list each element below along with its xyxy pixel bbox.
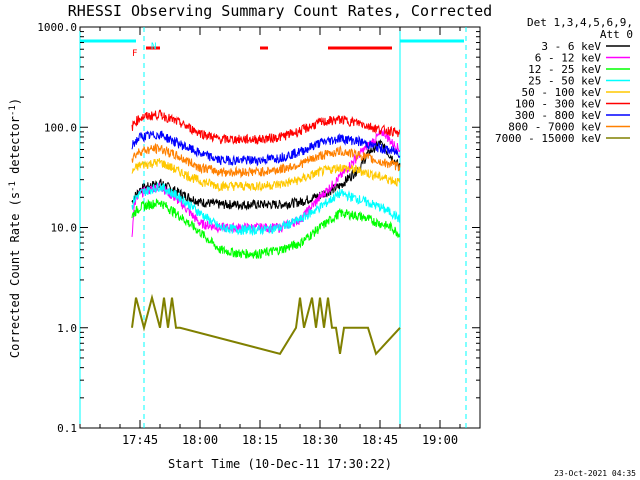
x-tick-label-2: 18:15: [242, 433, 278, 447]
legend-label-3: 25 - 50 keV: [528, 75, 601, 88]
y-axis-label-sup-2: -1: [8, 105, 18, 116]
series-line-4: [131, 158, 401, 193]
y-axis: 1000.0 100.0 10.0 1.0 0.1: [37, 21, 480, 435]
legend-header-line-1: Det 1,3,4,5,6,9,: [527, 16, 633, 29]
y-axis-label-mid: detector: [8, 116, 22, 181]
y-axis-label-suffix: ): [8, 98, 22, 105]
y-tick-label-3: 1.0: [57, 322, 77, 335]
series-7: [131, 142, 401, 179]
y-tick-label-4: 0.1: [57, 422, 77, 435]
chart-title: RHESSI Observing Summary Count Rates, Co…: [68, 2, 492, 20]
series-4: [131, 158, 401, 193]
series-2: [131, 198, 400, 260]
x-axis: 17:45 18:00 18:15 18:30 18:45 19:00: [79, 27, 481, 447]
y-axis-label-sup-1: -1: [8, 181, 18, 192]
y-axis-label-prefix: Corrected Count Rate (s: [8, 192, 22, 358]
x-tick-label-0: 17:45: [122, 433, 158, 447]
series-line-5: [131, 109, 400, 145]
flag-label-3: N: [151, 42, 156, 52]
legend-label-2: 12 - 25 keV: [528, 63, 601, 76]
x-tick-label-3: 18:30: [302, 433, 338, 447]
legend-label-0: 3 - 6 keV: [541, 40, 601, 53]
series-line-2: [131, 198, 400, 260]
legend-label-5: 100 - 300 keV: [515, 98, 601, 111]
legend-label-6: 300 - 800 keV: [515, 109, 601, 122]
legend-header-line-2: Att 0: [600, 28, 633, 41]
x-tick-label-4: 18:45: [362, 433, 398, 447]
y-tick-label-0: 1000.0: [37, 21, 77, 34]
series-8: [131, 293, 401, 356]
legend-label-8: 7000 - 15000 keV: [495, 132, 601, 145]
series-line-6: [131, 130, 401, 167]
legend-label-4: 50 - 100 keV: [522, 86, 602, 99]
series-lines: [131, 109, 401, 356]
series-line-3: [131, 182, 401, 237]
series-3: [131, 182, 401, 237]
y-tick-label-1: 100.0: [44, 121, 77, 134]
series-6: [131, 130, 401, 167]
flag-bars: FN: [80, 39, 464, 59]
x-axis-label: Start Time (10-Dec-11 17:30:22): [168, 457, 392, 471]
series-5: [131, 109, 400, 145]
legend-label-1: 6 - 12 keV: [535, 52, 602, 65]
legend-label-7: 800 - 7000 keV: [508, 121, 601, 134]
series-line-7: [131, 142, 401, 179]
y-axis-label: Corrected Count Rate (s-1 detector-1): [8, 98, 22, 358]
x-tick-label-5: 19:00: [422, 433, 458, 447]
x-tick-label-1: 18:00: [182, 433, 218, 447]
footer-timestamp: 23-Oct-2021 04:35: [554, 469, 636, 478]
series-line-8: [131, 293, 401, 356]
y-tick-label-2: 10.0: [51, 222, 78, 235]
flag-label-0: F: [132, 49, 137, 59]
